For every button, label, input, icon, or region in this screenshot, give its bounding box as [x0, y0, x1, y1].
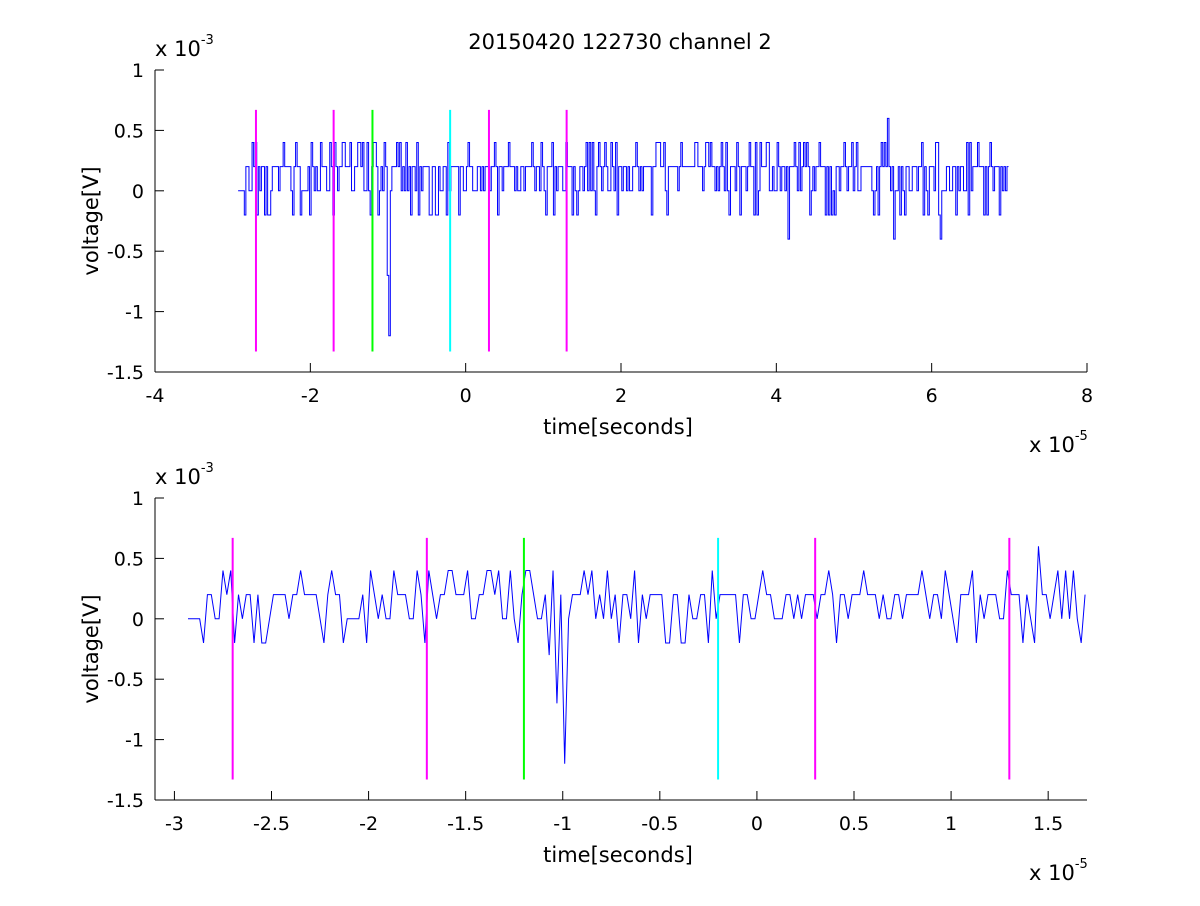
y-axis-title: voltage[V]	[79, 594, 103, 703]
x-tick-label: -3	[165, 813, 184, 835]
x-tick-label: -1	[553, 813, 572, 835]
y-tick-label: 0	[132, 609, 144, 631]
x-tick-label: -2.5	[253, 813, 290, 835]
x-tick-label: -1.5	[447, 813, 484, 835]
x-axis-title: time[seconds]	[543, 415, 693, 439]
x-exponent-power: -5	[1075, 857, 1088, 872]
y-tick-label: 0.5	[114, 548, 144, 570]
x-tick-label: 0	[751, 813, 763, 835]
y-tick-label: -0.5	[107, 669, 144, 691]
signal-trace	[238, 117, 1009, 337]
x-tick-label: 1	[945, 813, 957, 835]
x-tick-label: 2	[615, 385, 627, 407]
x-tick-label: -2	[359, 813, 378, 835]
top-subplot: -4 -2 0 2 4 6 8 -1.5 -1 -0.5 0 0.5 1 time[seconds] vol…	[79, 33, 1093, 457]
y-exponent-base: x 10	[155, 465, 201, 489]
x-exponent-power: -5	[1075, 429, 1088, 444]
x-exponent-base: x 10	[1029, 433, 1075, 457]
signal-trace	[188, 546, 1086, 764]
x-tick-label: 6	[926, 385, 938, 407]
y-exponent-power: -3	[201, 461, 214, 476]
bottom-subplot: -3 -2.5 -2 -1.5 -1 -0.5 0 0.5 1 1.5 -1.5 -1 -0.5 0 0.5…	[79, 461, 1088, 885]
x-tick-label: 0.5	[839, 813, 869, 835]
x-tick-label: -2	[301, 385, 320, 407]
y-tick-label: -1	[125, 302, 144, 324]
x-exponent-base: x 10	[1029, 861, 1075, 885]
y-tick-label: -0.5	[107, 241, 144, 263]
y-exponent-base: x 10	[155, 37, 201, 61]
y-exponent-label: x 10-3	[155, 461, 214, 489]
x-tick-label: -0.5	[641, 813, 678, 835]
y-exponent-power: -3	[201, 33, 214, 48]
y-tick-label: 0.5	[114, 120, 144, 142]
y-tick-label: -1.5	[107, 790, 144, 812]
y-exponent-label: x 10-3	[155, 33, 214, 61]
x-tick-label: -4	[146, 385, 165, 407]
y-tick-label: 0	[132, 181, 144, 203]
y-tick-label: -1.5	[107, 362, 144, 384]
y-tick-label: 1	[132, 60, 144, 82]
x-tick-label: 1.5	[1033, 813, 1063, 835]
y-tick-label: 1	[132, 488, 144, 510]
y-axis-title: voltage[V]	[79, 166, 103, 275]
y-tick-label: -1	[125, 730, 144, 752]
x-tick-label: 0	[460, 385, 472, 407]
x-exponent-label: x 10-5	[1029, 429, 1088, 457]
x-tick-label: 4	[770, 385, 782, 407]
x-axis-title: time[seconds]	[543, 843, 693, 867]
x-tick-label: 8	[1081, 385, 1093, 407]
x-exponent-label: x 10-5	[1029, 857, 1088, 885]
figure-title: 20150420 122730 channel 2	[468, 30, 772, 54]
